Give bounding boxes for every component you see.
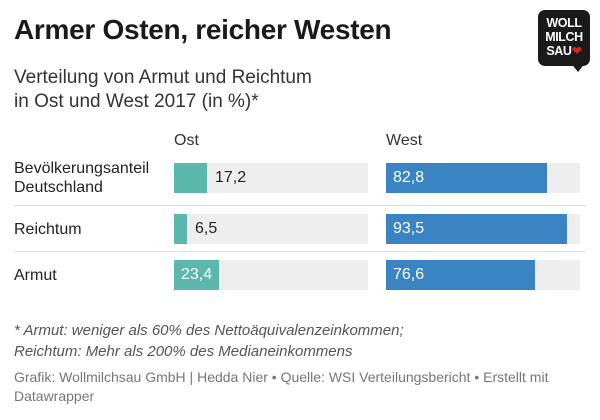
data-label: 17,2 [215, 169, 247, 186]
heart-icon: ❤ [571, 44, 582, 58]
data-label: 82,8 [393, 169, 425, 186]
column-header-ost: Ost [174, 132, 199, 149]
logo-line-2: MILCH [545, 30, 583, 44]
bar-ost [174, 260, 219, 290]
data-label: 23,4 [181, 266, 213, 283]
row-label: Armut [14, 266, 57, 285]
bar-track: 17,2 [174, 163, 368, 193]
logo-line-1: WOLL [546, 16, 582, 30]
row-label-line: Deutschland [14, 179, 103, 196]
row-label-line: Armut [14, 266, 57, 284]
bar-track: 6,5 [174, 214, 368, 244]
chart-subtitle: Verteilung von Armut und Reichtum in Ost… [14, 66, 394, 114]
bar-track: 93,5 [386, 214, 580, 244]
bar-west [386, 260, 535, 290]
row-label: Bevölkerungsanteil Deutschland [14, 159, 149, 197]
row-label-line: Bevölkerungsanteil [14, 160, 150, 177]
logo-speech-tail [570, 62, 586, 72]
row-separator [14, 205, 586, 206]
row-separator [14, 251, 586, 252]
data-label: 93,5 [393, 220, 425, 237]
bar-track: 82,8 [386, 163, 580, 193]
wollmilchsau-logo: WOLL MILCH SAU❤ [538, 10, 590, 72]
logo-line-3-text: SAU [546, 44, 572, 58]
subtitle-line-1: Verteilung von Armut und Reichtum [14, 67, 312, 88]
chart-title: Armer Osten, reicher Westen [14, 14, 392, 45]
bar-ost [174, 214, 187, 244]
row-label-line: Reichtum [14, 220, 82, 238]
column-header-west: West [386, 132, 423, 149]
bar-track: 23,4 [174, 260, 368, 290]
bar-west [386, 214, 567, 244]
bar-track: 76,6 [386, 260, 580, 290]
data-label: 76,6 [393, 266, 425, 283]
footnote-line-1: * Armut: weniger als 60% des Nettoäquiva… [14, 322, 404, 339]
row-label: Reichtum [14, 220, 82, 239]
bar-west [386, 163, 547, 193]
logo-line-3: SAU❤ [538, 44, 590, 58]
data-label: 6,5 [195, 220, 218, 237]
footnote: * Armut: weniger als 60% des Nettoäquiva… [14, 320, 586, 362]
bar-ost [174, 163, 207, 193]
source-credit: Grafik: Wollmilchsau GmbH | Hedda Nier •… [14, 369, 549, 404]
logo-box: WOLL MILCH SAU❤ [538, 10, 590, 66]
footnote-line-2: Reichtum: Mehr als 200% des Medianeinkom… [14, 343, 353, 360]
subtitle-line-2: in Ost und West 2017 (in %)* [14, 91, 259, 112]
